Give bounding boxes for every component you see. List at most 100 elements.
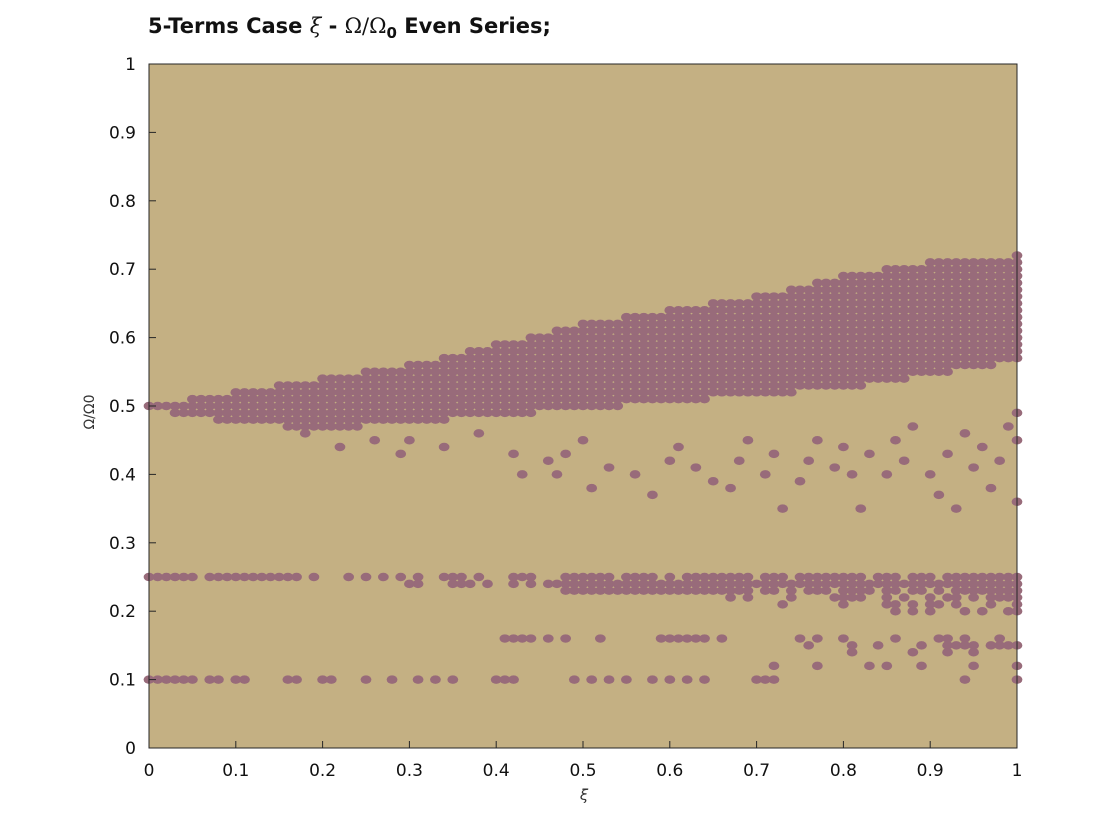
unstable-point: [673, 381, 684, 390]
unstable-point: [673, 374, 684, 383]
unstable-point: [1002, 292, 1014, 301]
unstable-point: [916, 292, 927, 301]
unstable-point: [742, 326, 754, 336]
unstable-point: [959, 429, 971, 438]
unstable-point: [1002, 258, 1014, 267]
unstable-point: [707, 299, 719, 308]
unstable-point: [395, 572, 407, 582]
unstable-point: [473, 374, 485, 383]
unstable-point: [950, 347, 962, 356]
unstable-point: [464, 579, 476, 589]
unstable-point: [846, 593, 858, 602]
unstable-point: [846, 278, 858, 288]
unstable-point: [968, 326, 979, 336]
unstable-point: [985, 299, 997, 308]
unstable-point: [568, 374, 580, 383]
unstable-point: [803, 285, 815, 294]
unstable-point: [655, 381, 667, 390]
unstable-point: [612, 586, 624, 595]
unstable-point: [421, 401, 433, 411]
unstable-point: [985, 292, 997, 301]
unstable-point: [377, 572, 389, 582]
unstable-point: [282, 401, 294, 411]
unstable-point: [508, 381, 519, 390]
unstable-point: [412, 374, 424, 383]
unstable-point: [542, 456, 554, 465]
unstable-point: [846, 271, 858, 281]
unstable-point: [499, 634, 511, 643]
unstable-point: [351, 401, 363, 411]
unstable-point: [664, 305, 676, 315]
unstable-point: [916, 305, 927, 315]
unstable-point: [725, 374, 736, 383]
unstable-point: [811, 353, 823, 363]
unstable-point: [959, 319, 971, 329]
unstable-point: [829, 593, 841, 602]
unstable-point: [317, 388, 328, 397]
unstable-point: [924, 606, 936, 616]
unstable-point: [482, 394, 493, 404]
unstable-point: [976, 333, 988, 342]
unstable-point: [612, 319, 624, 329]
unstable-point: [907, 347, 919, 356]
unstable-point: [890, 305, 901, 315]
unstable-point: [586, 347, 598, 356]
unstable-point: [351, 415, 363, 424]
unstable-point: [916, 579, 927, 589]
unstable-point: [829, 367, 841, 377]
unstable-point: [386, 367, 398, 377]
unstable-point: [716, 340, 728, 349]
unstable-point: [924, 579, 936, 589]
unstable-point: [838, 353, 849, 363]
unstable-point: [473, 347, 485, 356]
unstable-point: [490, 408, 502, 418]
unstable-point: [508, 394, 519, 404]
unstable-point: [872, 374, 884, 383]
unstable-point: [838, 374, 849, 383]
unstable-point: [890, 347, 901, 356]
unstable-point: [968, 340, 979, 349]
unstable-point: [256, 572, 268, 582]
unstable-point: [647, 381, 658, 390]
unstable-point: [985, 600, 997, 609]
unstable-point: [421, 381, 433, 390]
unstable-point: [673, 367, 684, 377]
unstable-point: [733, 360, 745, 370]
unstable-point: [213, 394, 224, 404]
unstable-point: [959, 292, 971, 301]
unstable-point: [282, 675, 294, 684]
unstable-point: [377, 415, 389, 424]
unstable-point: [916, 340, 927, 349]
unstable-point: [785, 333, 797, 342]
unstable-point: [603, 353, 615, 363]
unstable-point: [282, 415, 294, 424]
unstable-point: [377, 401, 389, 411]
unstable-point: [638, 312, 650, 322]
unstable-point: [777, 305, 789, 315]
unstable-point: [968, 353, 979, 363]
unstable-point: [924, 312, 936, 322]
unstable-point: [586, 367, 598, 377]
unstable-point: [447, 394, 459, 404]
unstable-point: [794, 374, 806, 383]
unstable-point: [1002, 579, 1014, 589]
unstable-point: [768, 661, 780, 671]
unstable-point: [655, 634, 667, 643]
unstable-point: [673, 326, 684, 336]
unstable-point: [950, 504, 962, 513]
unstable-point: [516, 374, 528, 383]
unstable-point: [377, 367, 389, 377]
unstable-point: [612, 401, 624, 411]
unstable-point: [890, 278, 901, 288]
unstable-point: [811, 319, 823, 329]
unstable-point: [360, 381, 372, 390]
unstable-point: [811, 381, 823, 390]
unstable-point: [291, 394, 302, 404]
unstable-point: [568, 360, 580, 370]
unstable-point: [751, 292, 762, 301]
unstable-point: [725, 586, 736, 595]
unstable-point: [716, 305, 728, 315]
unstable-point: [959, 360, 971, 370]
unstable-point: [968, 278, 979, 288]
unstable-point: [872, 305, 884, 315]
